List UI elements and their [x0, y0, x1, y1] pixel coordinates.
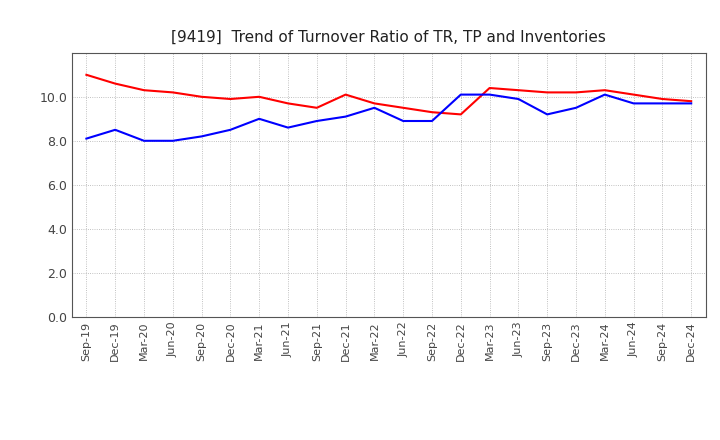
Trade Receivables — [255, 94, 264, 99]
Trade Payables — [197, 134, 206, 139]
Trade Payables — [572, 105, 580, 110]
Trade Receivables — [658, 96, 667, 102]
Trade Receivables — [370, 101, 379, 106]
Trade Receivables — [341, 92, 350, 97]
Trade Receivables — [284, 101, 292, 106]
Trade Receivables — [543, 90, 552, 95]
Trade Receivables — [140, 88, 148, 93]
Trade Payables — [600, 92, 609, 97]
Trade Receivables — [514, 88, 523, 93]
Trade Payables — [658, 101, 667, 106]
Trade Receivables — [485, 85, 494, 91]
Trade Payables — [543, 112, 552, 117]
Trade Receivables — [600, 88, 609, 93]
Trade Receivables — [428, 110, 436, 115]
Trade Receivables — [111, 81, 120, 86]
Trade Payables — [82, 136, 91, 141]
Trade Payables — [370, 105, 379, 110]
Trade Payables — [168, 138, 177, 143]
Line: Trade Payables: Trade Payables — [86, 95, 691, 141]
Trade Receivables — [226, 96, 235, 102]
Trade Payables — [399, 118, 408, 124]
Trade Payables — [284, 125, 292, 130]
Line: Trade Receivables: Trade Receivables — [86, 75, 691, 114]
Trade Receivables — [629, 92, 638, 97]
Trade Receivables — [399, 105, 408, 110]
Trade Payables — [111, 127, 120, 132]
Trade Payables — [140, 138, 148, 143]
Trade Receivables — [312, 105, 321, 110]
Trade Payables — [428, 118, 436, 124]
Trade Payables — [341, 114, 350, 119]
Trade Payables — [514, 96, 523, 102]
Trade Payables — [226, 127, 235, 132]
Trade Payables — [629, 101, 638, 106]
Trade Receivables — [197, 94, 206, 99]
Trade Payables — [687, 101, 696, 106]
Trade Receivables — [456, 112, 465, 117]
Trade Receivables — [82, 72, 91, 77]
Trade Payables — [485, 92, 494, 97]
Trade Payables — [255, 116, 264, 121]
Trade Payables — [456, 92, 465, 97]
Title: [9419]  Trend of Turnover Ratio of TR, TP and Inventories: [9419] Trend of Turnover Ratio of TR, TP… — [171, 29, 606, 45]
Trade Payables — [312, 118, 321, 124]
Trade Receivables — [572, 90, 580, 95]
Trade Receivables — [687, 99, 696, 104]
Trade Receivables — [168, 90, 177, 95]
